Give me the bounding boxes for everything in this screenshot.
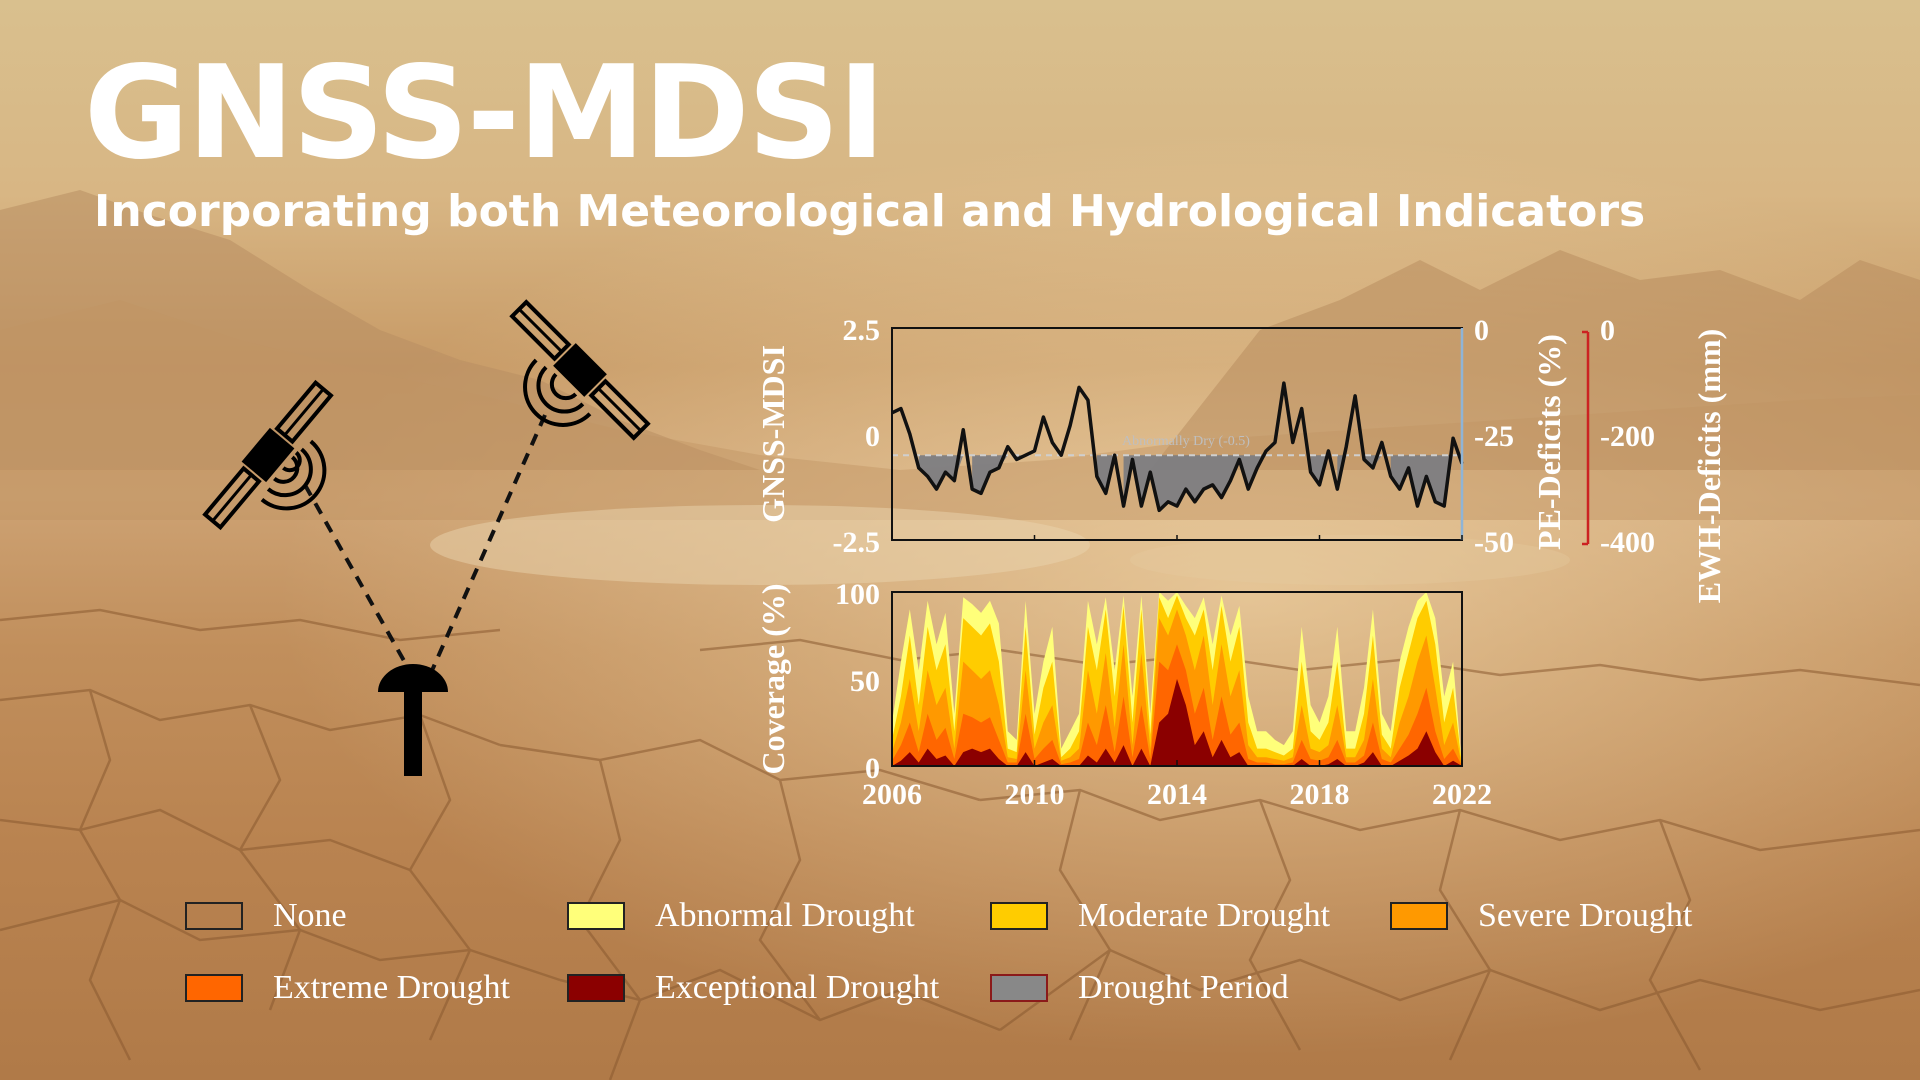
x-tick-label: 2014	[1147, 778, 1207, 811]
gnss-mdsi-line-chart: Abnormally Dry (-0.5) 2.5 0 -2.5 GNSS-MDSI 0 -…	[755, 314, 1727, 604]
water-reflection	[430, 505, 1090, 585]
cracked-earth	[0, 608, 1920, 1080]
drought-coverage-area-chart: 100 50 0 Coverage (%) 2006 2010 2014 2018 2022	[755, 578, 1492, 811]
satellite-icon	[202, 379, 334, 531]
y-tick-label: 100	[835, 578, 880, 611]
page-title: GNSS-MDSI	[84, 39, 885, 188]
gnss-antenna-icon	[378, 664, 448, 776]
pe-deficits-tick-label: 0	[1474, 314, 1489, 347]
y-tick-label: 50	[850, 665, 880, 698]
ewh-deficits-tick-label: -400	[1600, 526, 1655, 559]
pe-deficits-tick-label: -25	[1474, 420, 1514, 453]
pe-deficits-tick-label: -50	[1474, 526, 1514, 559]
pe-deficits-axis-label: PE-Deficits (%)	[1531, 334, 1567, 550]
threshold-label: Abnormally Dry (-0.5)	[1122, 434, 1250, 449]
satellite-icon	[509, 299, 651, 441]
gnss-mdsi-series-line	[891, 381, 1464, 513]
drought-period-fill	[918, 455, 1462, 511]
ewh-deficits-tick-label: 0	[1600, 314, 1615, 347]
signal-path-right	[428, 414, 547, 676]
x-tick-label: 2018	[1290, 778, 1350, 811]
ewh-deficits-tick-label: -200	[1600, 420, 1655, 453]
x-tick-label: 2010	[1005, 778, 1065, 811]
y-axis-label: GNSS-MDSI	[755, 345, 791, 523]
gnss-illustration	[202, 299, 651, 776]
x-tick-label: 2022	[1432, 778, 1492, 811]
y-tick-label: 2.5	[843, 314, 881, 347]
y-tick-label: -2.5	[833, 526, 881, 559]
ewh-deficits-axis-label: EWH-Deficits (mm)	[1691, 329, 1727, 604]
mountain-range-right	[1150, 250, 1920, 470]
signal-path-left	[303, 484, 414, 676]
x-tick-label: 2006	[862, 778, 922, 811]
y-tick-label: 0	[865, 420, 880, 453]
mountain-range-left	[0, 190, 760, 470]
y-axis-label: Coverage (%)	[755, 583, 791, 774]
area-exceptional-drought	[892, 679, 1462, 766]
y-tick-label: 0	[865, 752, 880, 785]
page-subtitle: Incorporating both Meteorological and Hy…	[94, 186, 1646, 237]
water-reflection-right	[1130, 535, 1570, 585]
